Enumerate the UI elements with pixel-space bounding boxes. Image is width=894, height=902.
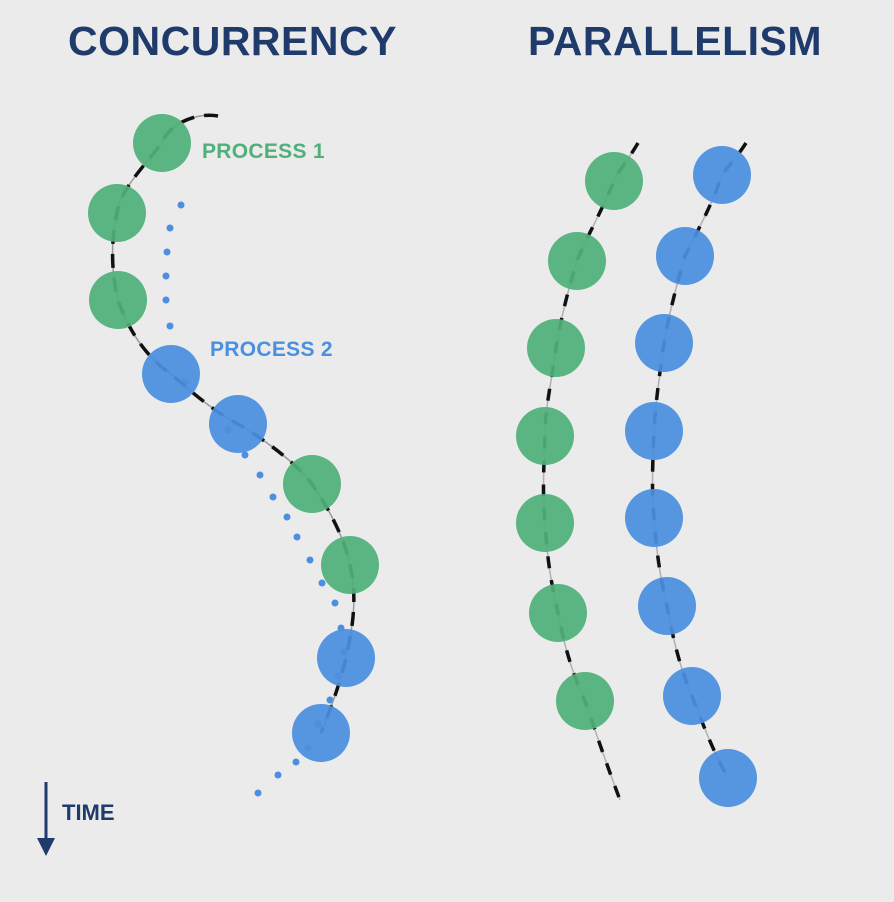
trail-dot bbox=[167, 323, 174, 330]
process-1-task bbox=[283, 455, 341, 513]
trail-dot bbox=[178, 202, 185, 209]
parallel-process-1 bbox=[516, 143, 643, 800]
trail-dot bbox=[270, 494, 277, 501]
process-1-task bbox=[88, 184, 146, 242]
trail-dot bbox=[284, 514, 291, 521]
process-1-task bbox=[516, 407, 574, 465]
trail-dot bbox=[163, 297, 170, 304]
process-2-task bbox=[292, 704, 350, 762]
process-2-task bbox=[663, 667, 721, 725]
trail-dot bbox=[293, 759, 300, 766]
process-2-task bbox=[638, 577, 696, 635]
trail-dot bbox=[332, 600, 339, 607]
trail-dot bbox=[167, 225, 174, 232]
process-2-task bbox=[656, 227, 714, 285]
process-2-task bbox=[699, 749, 757, 807]
trail-dot bbox=[255, 790, 262, 797]
concurrency-diagram bbox=[88, 114, 379, 797]
process-1-task bbox=[321, 536, 379, 594]
time-arrow-icon bbox=[37, 782, 55, 856]
process-1-task bbox=[529, 584, 587, 642]
trail-dot bbox=[307, 557, 314, 564]
trail-dot bbox=[164, 249, 171, 256]
process-2-task bbox=[317, 629, 375, 687]
process-1-task bbox=[548, 232, 606, 290]
trail-dot bbox=[275, 772, 282, 779]
process-1-task bbox=[585, 152, 643, 210]
process-2-task bbox=[693, 146, 751, 204]
process-2-task bbox=[209, 395, 267, 453]
trail-dot bbox=[257, 472, 264, 479]
parallel-process-2 bbox=[625, 143, 757, 807]
process-1-task bbox=[556, 672, 614, 730]
trail-dot bbox=[294, 534, 301, 541]
trail-dot bbox=[163, 273, 170, 280]
process-1-task bbox=[516, 494, 574, 552]
parallelism-diagram bbox=[516, 143, 757, 807]
process-1-task bbox=[133, 114, 191, 172]
process-2-task bbox=[142, 345, 200, 403]
process-2-task bbox=[625, 489, 683, 547]
process-2-task bbox=[625, 402, 683, 460]
trail-dot bbox=[319, 580, 326, 587]
process-1-task bbox=[527, 319, 585, 377]
process-1-task bbox=[89, 271, 147, 329]
process-2-task bbox=[635, 314, 693, 372]
